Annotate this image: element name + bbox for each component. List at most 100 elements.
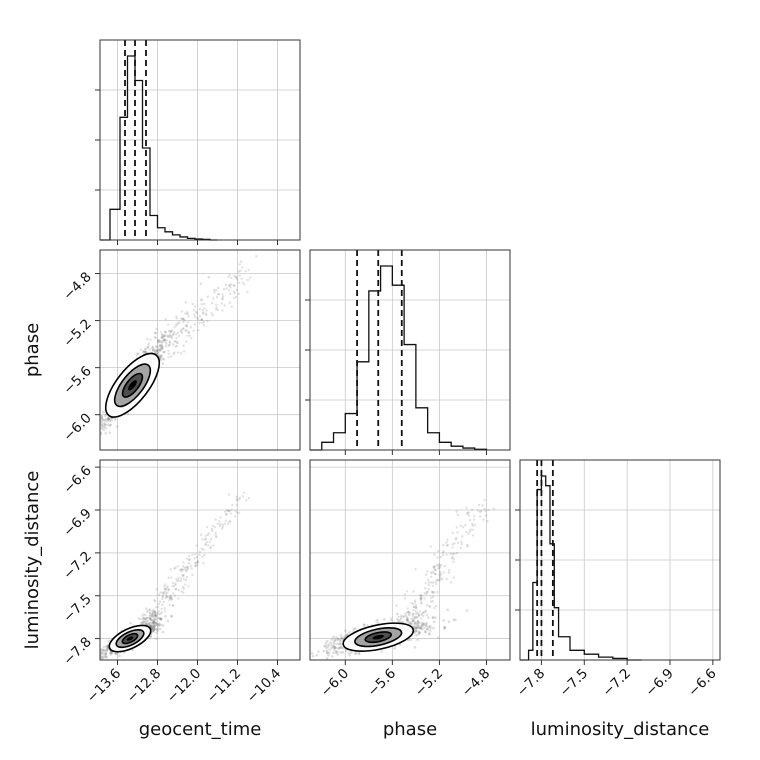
scatter-point (105, 648, 108, 652)
scatter-point (166, 585, 169, 588)
scatter-point (459, 524, 462, 527)
scatter-point (139, 617, 142, 621)
scatter-point (152, 613, 155, 617)
scatter-point (325, 649, 329, 653)
scatter-point (167, 588, 171, 591)
scatter-point (184, 578, 188, 582)
scatter-point (396, 612, 399, 616)
scatter-point (201, 311, 205, 314)
scatter-point (87, 445, 90, 448)
scatter-point (319, 662, 322, 665)
scatter-point (414, 605, 418, 609)
scatter-point (434, 604, 438, 608)
scatter-point (237, 270, 240, 273)
scatter-point (175, 587, 178, 591)
scatter-point (228, 284, 231, 287)
scatter-point (91, 428, 94, 431)
scatter-point (175, 341, 179, 344)
scatter-point (445, 541, 448, 544)
scatter-point (405, 619, 409, 623)
scatter-point (429, 575, 433, 578)
scatter-point (429, 545, 433, 548)
scatter-point (189, 326, 193, 329)
scatter-point (151, 619, 155, 623)
scatter-point (235, 511, 238, 514)
scatter-point (145, 620, 149, 623)
scatter-point (187, 330, 191, 334)
scatter-point (147, 342, 150, 345)
scatter-point (183, 583, 187, 586)
scatter-point (103, 423, 107, 427)
scatter-point (419, 598, 423, 601)
scatter-point (424, 609, 428, 613)
scatter-point (167, 323, 170, 326)
x-axis-label-phase: phase (383, 719, 437, 740)
scatter-point (207, 275, 211, 279)
scatter-point (242, 491, 246, 494)
scatter-point (413, 645, 417, 649)
scatter-point (148, 621, 151, 625)
scatter-point (425, 628, 429, 631)
scatter-point (423, 626, 426, 630)
scatter-point (100, 651, 103, 655)
scatter-point (468, 518, 472, 522)
scatter-point (151, 614, 154, 618)
scatter-point (245, 499, 248, 502)
scatter-point (414, 629, 417, 633)
scatter-point (417, 614, 421, 617)
scatter-point (230, 276, 233, 280)
scatter-point (163, 350, 166, 354)
scatter-point (412, 605, 416, 609)
scatter-point (159, 353, 163, 357)
scatter-point (164, 331, 168, 334)
scatter-point (161, 630, 165, 634)
scatter-point (154, 614, 158, 617)
scatter-point (235, 495, 238, 498)
scatter-point (152, 615, 155, 619)
scatter-point (233, 274, 236, 277)
scatter-point (180, 310, 184, 313)
scatter-point (174, 566, 177, 569)
scatter-point (164, 318, 167, 321)
scatter-point (149, 338, 152, 342)
scatter-point (482, 518, 485, 521)
scatter-point (215, 295, 219, 299)
scatter-point (348, 653, 351, 657)
scatter-point (171, 581, 175, 585)
scatter-point (141, 619, 144, 622)
scatter-point (168, 599, 171, 602)
scatter-point (129, 621, 132, 625)
scatter-point (211, 297, 215, 300)
scatter-point (456, 531, 459, 534)
scatter-point (418, 593, 422, 597)
scatter-point (333, 646, 337, 649)
scatter-point (405, 615, 408, 619)
x-tick-label: −11.2 (204, 666, 245, 707)
scatter-point (195, 555, 199, 559)
scatter-point (194, 552, 197, 556)
scatter-point (155, 350, 159, 353)
scatter-point (177, 576, 180, 580)
scatter-point (152, 623, 156, 627)
scatter-point (144, 350, 147, 354)
scatter-point (150, 624, 153, 628)
scatter-point (447, 620, 451, 624)
scatter-point (200, 318, 203, 322)
scatter-point (465, 543, 469, 547)
scatter-point (215, 303, 218, 306)
scatter-point (237, 511, 241, 514)
scatter-point (175, 317, 179, 320)
scatter-point (221, 523, 224, 527)
scatter-point (152, 624, 156, 628)
scatter-point (157, 339, 161, 343)
scatter-point (461, 535, 464, 538)
scatter-point (201, 321, 204, 325)
scatter-point (418, 626, 421, 630)
scatter-point (325, 646, 328, 650)
scatter-point (94, 447, 97, 450)
scatter-point (193, 313, 196, 316)
scatter-point (344, 629, 347, 632)
scatter-point (96, 654, 99, 657)
scatter-point (100, 418, 103, 421)
scatter-point (151, 609, 154, 613)
